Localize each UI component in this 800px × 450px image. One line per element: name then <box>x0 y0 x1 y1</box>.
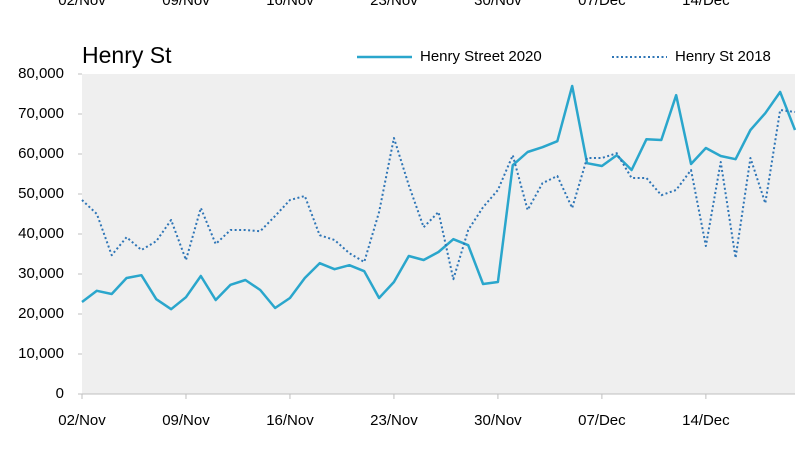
cropped-axis-label: 07/Dec <box>578 0 626 9</box>
cropped-axis-label: 16/Nov <box>266 0 314 9</box>
y-tick-label: 60,000 <box>18 145 64 162</box>
y-tick-label: 70,000 <box>18 105 64 122</box>
x-tick-label: 14/Dec <box>682 412 730 429</box>
x-tick-label: 02/Nov <box>58 412 106 429</box>
x-tick-label: 23/Nov <box>370 412 418 429</box>
y-tick-label: 20,000 <box>18 305 64 322</box>
cropped-axis-label: 02/Nov <box>58 0 106 9</box>
chart-title: Henry St <box>82 42 172 68</box>
cropped-axis-label: 09/Nov <box>162 0 210 9</box>
x-tick-label: 09/Nov <box>162 412 210 429</box>
line-series <box>81 84 797 311</box>
x-tick-label: 16/Nov <box>266 412 314 429</box>
x-tick-label: 30/Nov <box>474 412 522 429</box>
plot-area <box>82 74 795 394</box>
cropped-axis-label: 14/Dec <box>682 0 730 9</box>
y-tick-label: 10,000 <box>18 345 64 362</box>
y-tick-label: 80,000 <box>18 65 64 82</box>
y-tick-label: 30,000 <box>18 265 64 282</box>
y-tick-label: 40,000 <box>18 225 64 242</box>
cropped-axis-label: 30/Nov <box>474 0 522 9</box>
y-tick-label: 50,000 <box>18 185 64 202</box>
cropped-axis-label: 23/Nov <box>370 0 418 9</box>
legend-label: Henry Street 2020 <box>420 48 542 65</box>
legend-label: Henry St 2018 <box>675 48 771 65</box>
x-tick-label: 07/Dec <box>578 412 626 429</box>
y-tick-label: 0 <box>56 385 64 402</box>
